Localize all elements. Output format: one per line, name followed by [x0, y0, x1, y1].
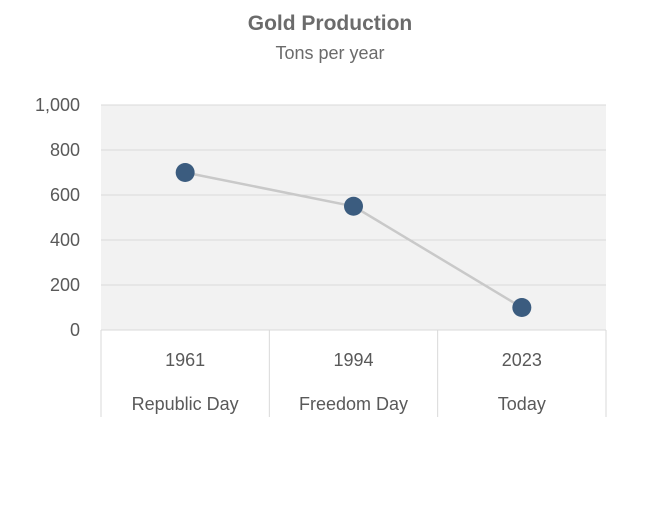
data-point — [175, 163, 195, 182]
plot-background — [101, 105, 606, 330]
plot-area: 0 200 400 600 800 1,000 1961 Republic Day 1994 Fr… — [35, 95, 607, 417]
y-tick-label: 400 — [50, 230, 80, 250]
x-category-label: Republic Day — [132, 394, 239, 414]
x-category-label: Freedom Day — [299, 394, 408, 414]
y-tick-label: 200 — [50, 275, 80, 295]
x-category-label: Today — [498, 394, 546, 414]
chart-subtitle: Tons per year — [275, 43, 384, 63]
chart-title: Gold Production — [248, 12, 412, 35]
y-tick-label: 800 — [50, 140, 80, 160]
y-tick-label: 1,000 — [35, 95, 80, 115]
x-category-year: 1961 — [165, 350, 205, 370]
y-tick-label: 0 — [70, 320, 80, 340]
x-category-year: 1994 — [333, 350, 373, 370]
y-tick-label: 600 — [50, 185, 80, 205]
data-point — [512, 298, 532, 317]
x-category-year: 2023 — [502, 350, 542, 370]
data-point — [344, 196, 363, 216]
